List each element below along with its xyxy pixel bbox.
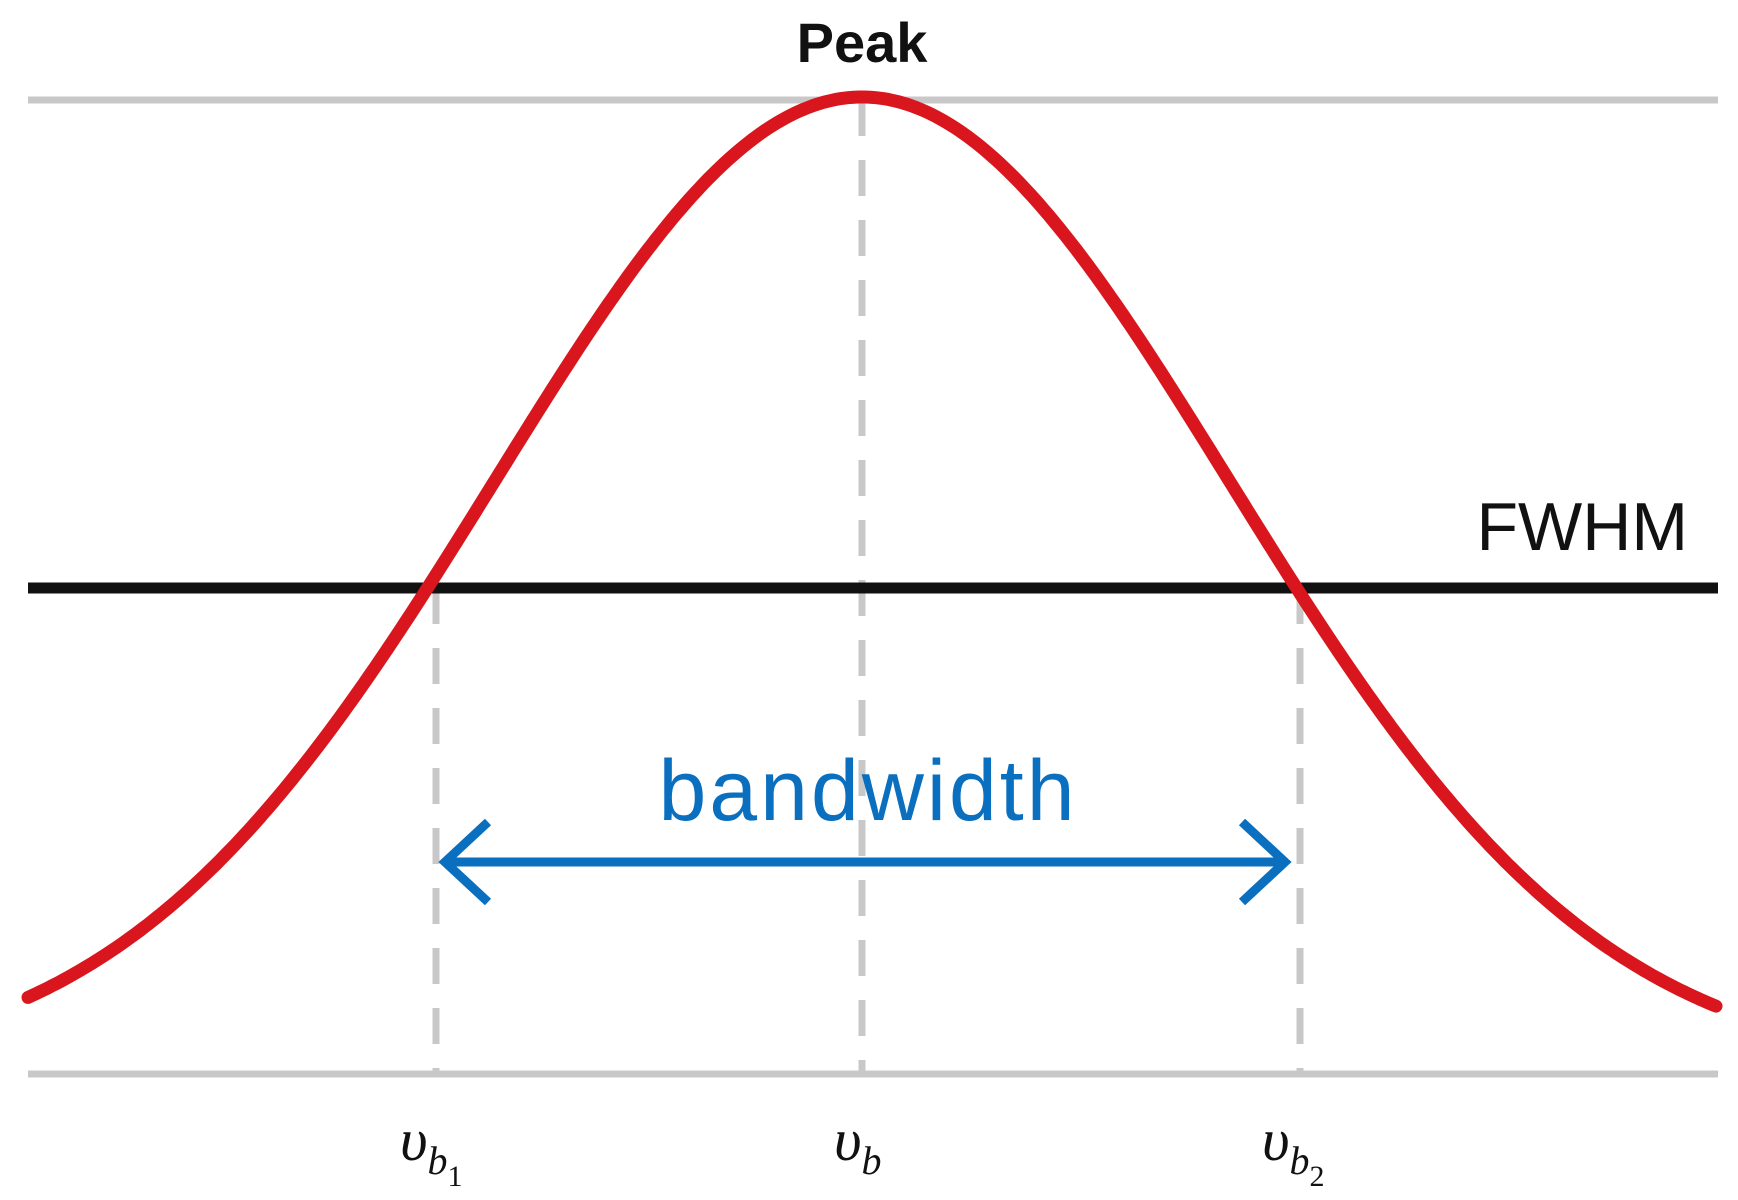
arrow-left-head bbox=[438, 818, 492, 906]
fwhm-label: FWHM bbox=[1477, 489, 1688, 565]
center-symbol: υ bbox=[834, 1107, 862, 1173]
left-subscript: b bbox=[428, 1138, 448, 1183]
left-sub-index: 1 bbox=[448, 1160, 463, 1193]
left-frequency-label: υb1 bbox=[400, 1107, 463, 1193]
arrow-right-head bbox=[1238, 818, 1292, 906]
right-subscript: b bbox=[1290, 1138, 1310, 1183]
bandwidth-label: bandwidth bbox=[658, 743, 1077, 839]
left-symbol: υ bbox=[400, 1107, 428, 1173]
right-frequency-label: υb2 bbox=[1262, 1107, 1325, 1193]
center-frequency-label: υb bbox=[834, 1107, 882, 1183]
gaussian-curve bbox=[21, 90, 1723, 1013]
right-symbol: υ bbox=[1262, 1107, 1290, 1173]
peak-label: Peak bbox=[797, 11, 929, 74]
bandwidth-arrow bbox=[438, 818, 1292, 906]
right-sub-index: 2 bbox=[1310, 1160, 1325, 1193]
center-subscript: b bbox=[862, 1138, 882, 1183]
